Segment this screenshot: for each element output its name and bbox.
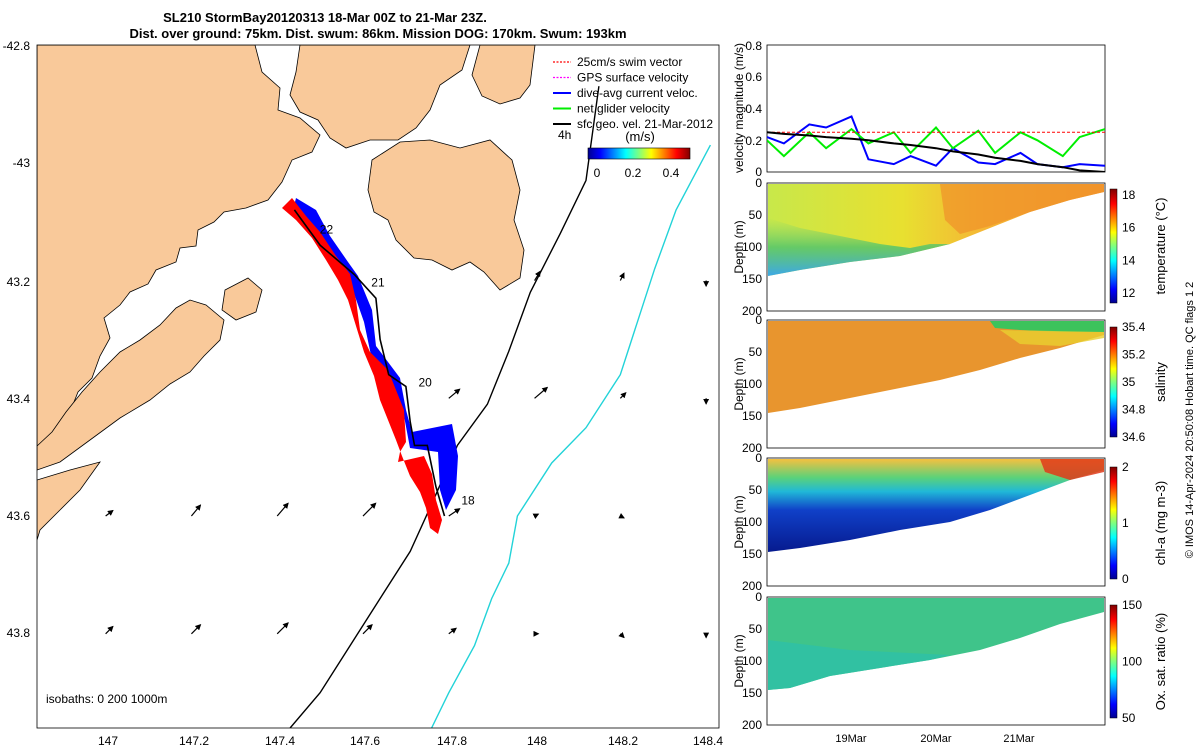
depth-ylabel: Depth (m) [732, 220, 746, 273]
legend-label: GPS surface velocity [577, 71, 688, 85]
depth-tick-label: 0 [755, 313, 762, 327]
depth-tick-label: 0 [755, 176, 762, 190]
oxygen-panel [767, 597, 1105, 725]
legend-label: net glider velocity [577, 102, 670, 116]
colorbar-tick-label: 35 [1122, 375, 1136, 389]
lat-tick-label: 43.4 [7, 392, 31, 406]
depth-tick-label: 50 [749, 345, 763, 359]
colorbar-tick-label: 2 [1122, 460, 1129, 474]
legend-4h-label: 4h [558, 128, 571, 142]
lon-tick-label: 147 [98, 734, 118, 748]
velocity-ytick: 0.2 [745, 134, 762, 148]
colorbar-label: salinity [1153, 362, 1168, 402]
map-title-line2: Dist. over ground: 75km. Dist. swum: 86k… [129, 26, 626, 41]
colorbar-tick-label: 16 [1122, 221, 1136, 235]
lon-tick-label: 147.4 [265, 734, 295, 748]
colorbar-tick-label: 14 [1122, 253, 1136, 267]
colorbar-label: temperature (°C) [1153, 198, 1168, 295]
colorbar-tick-label: 34.6 [1122, 430, 1146, 444]
depth-tick-label: 50 [749, 208, 763, 222]
velocity-ytick: 0.8 [745, 39, 762, 53]
depth-tick-label: 0 [755, 590, 762, 604]
date-tick-label: 19Mar [835, 733, 867, 745]
lat-tick-label: 43.6 [7, 509, 31, 523]
velocity-ytick: 0.6 [745, 70, 762, 84]
lat-tick-label: -42.8 [3, 39, 31, 53]
map-title-line1: SL210 StormBay20120313 18-Mar 00Z to 21-… [163, 10, 487, 25]
colorbar-tick-label: 35.2 [1122, 348, 1146, 362]
salinity-colorbar [1110, 327, 1117, 437]
velocity-panel: 0.8 0.6 0.4 0.2 0 velocity magnitude (m/… [732, 39, 1105, 179]
lon-tick-label: 148 [527, 734, 547, 748]
velocity-ylabel: velocity magnitude (m/s) [732, 43, 746, 173]
colorbar-tick-label: 100 [1122, 655, 1142, 669]
depth-ylabel: Depth (m) [732, 495, 746, 548]
colorbar-tick: 0.4 [663, 166, 680, 180]
isobaths-legend-text: isobaths: 0 200 1000m [46, 692, 167, 706]
depth-tick-label: 50 [749, 483, 763, 497]
temperature-panel [767, 183, 1105, 311]
colorbar-tick-label: 35.4 [1122, 320, 1146, 334]
lat-tick-label: 43.8 [7, 626, 31, 640]
colorbar-tick-label: 0 [1122, 572, 1129, 586]
colorbar-tick-label: 34.8 [1122, 403, 1146, 417]
chla-colorbar [1110, 467, 1117, 579]
oxygen-colorbar [1110, 605, 1117, 718]
day-label: 18 [461, 493, 475, 507]
speed-colorbar [588, 148, 690, 159]
lon-tick-label: 148.2 [608, 734, 638, 748]
colorbar-label: chl-a (mg m-3) [1153, 481, 1168, 566]
salinity-panel [767, 320, 1105, 448]
depth-ylabel: Depth (m) [732, 634, 746, 687]
date-tick-label: 21Mar [1003, 733, 1035, 745]
day-label: 21 [371, 275, 385, 289]
lon-ticks: 147 147.2 147.4 147.6 147.8 148 148.2 14… [98, 734, 723, 748]
velocity-ytick: 0.4 [745, 102, 762, 116]
colorbar-tick-label: 50 [1122, 711, 1136, 725]
lon-tick-label: 147.8 [437, 734, 467, 748]
colorbar-tick: 0 [594, 166, 601, 180]
imos-credit-text: © IMOS 14-Apr-2024 20:50:08 Hobart time.… [1184, 282, 1196, 559]
colorbar-tick-label: 1 [1122, 516, 1129, 530]
temperature-colorbar [1110, 189, 1117, 303]
legend-label: 25cm/s swim vector [577, 55, 682, 69]
legend-label: dive-avg current veloc. [577, 86, 698, 100]
colorbar-label: Ox. sat. ratio (%) [1153, 613, 1168, 711]
colorbar-tick-label: 150 [1122, 598, 1142, 612]
lat-tick-label: 43.2 [7, 275, 31, 289]
colorbar-title: (m/s) [625, 129, 655, 144]
map-area: 22 21 20 18 [37, 45, 719, 728]
date-tick-label: 20Mar [920, 733, 952, 745]
lon-tick-label: 147.2 [179, 734, 209, 748]
day-label: 22 [320, 222, 334, 236]
day-label: 20 [418, 376, 432, 390]
lon-tick-label: 147.6 [350, 734, 380, 748]
lon-tick-label: 148.4 [693, 734, 723, 748]
depth-tick-label: 50 [749, 622, 763, 636]
colorbar-tick-label: 12 [1122, 286, 1136, 300]
velocity-axes [767, 45, 1105, 172]
section-colorbars [1110, 189, 1117, 718]
depth-ylabel: Depth (m) [732, 357, 746, 410]
colorbar-tick: 0.2 [625, 166, 642, 180]
velocity-yticks: 0.8 0.6 0.4 0.2 0 [745, 39, 762, 179]
lat-tick-label: -43 [13, 156, 31, 170]
colorbar-tick-label: 18 [1122, 188, 1136, 202]
date-ticks: 19Mar 20Mar 21Mar [835, 733, 1035, 745]
depth-tick-label: 0 [755, 451, 762, 465]
chla-panel [767, 458, 1105, 586]
depth-tick-label: 200 [742, 718, 762, 732]
lat-ticks: -42.8 -43 43.2 43.4 43.6 43.8 [3, 39, 31, 640]
